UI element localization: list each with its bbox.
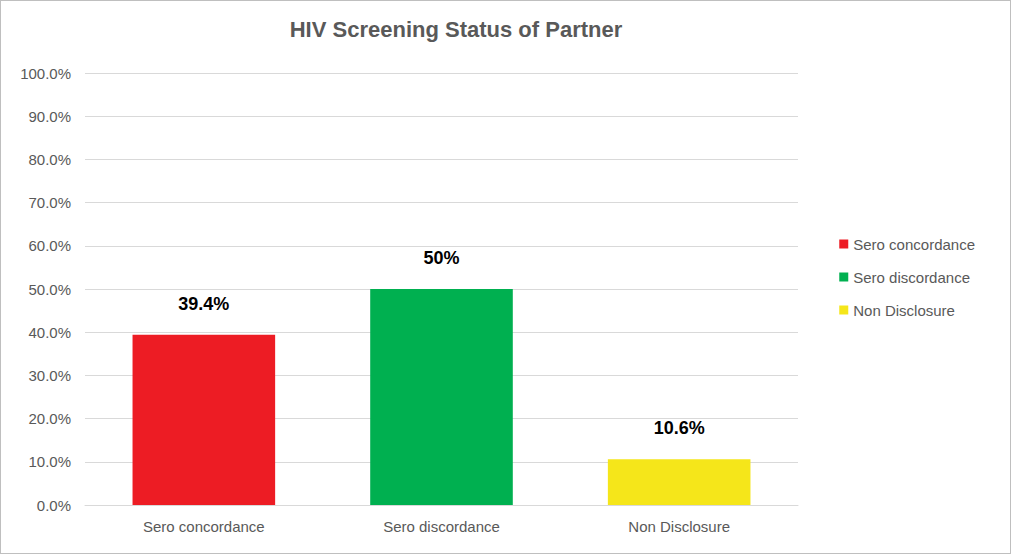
svg-text:Sero concordance: Sero concordance [853,236,975,253]
svg-text:90.0%: 90.0% [28,108,71,125]
svg-text:10.0%: 10.0% [28,453,71,470]
svg-text:60.0%: 60.0% [28,237,71,254]
svg-text:20.0%: 20.0% [28,410,71,427]
svg-text:39.4%: 39.4% [178,294,229,314]
svg-text:30.0%: 30.0% [28,367,71,384]
svg-text:Sero discordance: Sero discordance [383,518,500,535]
svg-text:80.0%: 80.0% [28,151,71,168]
svg-text:0.0%: 0.0% [37,497,71,514]
svg-text:50.0%: 50.0% [28,281,71,298]
svg-text:10.6%: 10.6% [654,418,705,438]
svg-text:Non Disclosure: Non Disclosure [628,518,730,535]
svg-text:Sero concordance: Sero concordance [143,518,265,535]
svg-text:40.0%: 40.0% [28,324,71,341]
svg-text:70.0%: 70.0% [28,194,71,211]
svg-text:HIV Screening Status of Partne: HIV Screening Status of Partner [290,17,623,42]
svg-text:50%: 50% [423,248,459,268]
svg-text:Non Disclosure: Non Disclosure [853,302,955,319]
svg-text:100.0%: 100.0% [20,65,71,82]
svg-text:Sero discordance: Sero discordance [853,269,970,286]
